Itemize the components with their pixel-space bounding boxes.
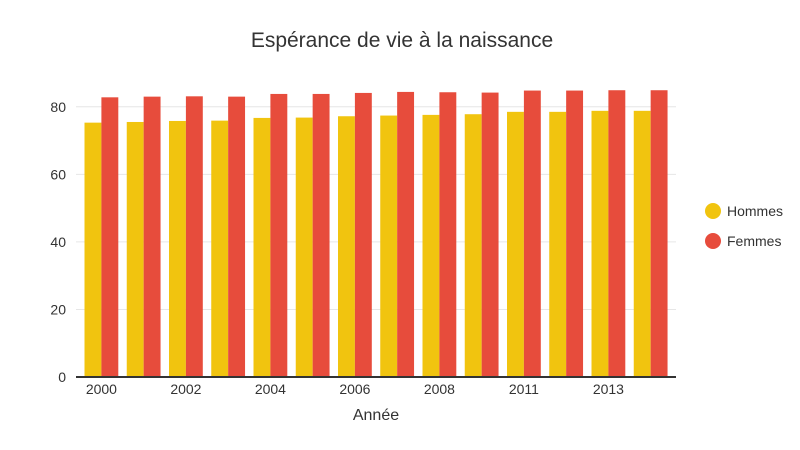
x-tick-label: 2006 (339, 381, 370, 397)
bar-femmes-2010[interactable] (523, 90, 541, 377)
bar-femmes-2003[interactable] (228, 96, 246, 377)
bar-hommes-2008[interactable] (422, 114, 440, 377)
x-tick-label: 2002 (170, 381, 201, 397)
bar-hommes-2013[interactable] (633, 110, 651, 377)
bar-femmes-2012[interactable] (608, 90, 626, 377)
bar-hommes-2005[interactable] (295, 117, 313, 377)
x-axis-title: Année (353, 407, 399, 424)
legend: Hommes Femmes (705, 203, 783, 249)
legend-label-femmes: Femmes (727, 233, 781, 249)
bar-hommes-2011[interactable] (549, 111, 567, 377)
bar-femmes-2000[interactable] (101, 97, 119, 377)
bar-femmes-2004[interactable] (270, 93, 288, 377)
bar-hommes-2002[interactable] (169, 120, 186, 378)
bar-femmes-2008[interactable] (439, 92, 457, 377)
y-tick-label: 60 (50, 166, 66, 182)
x-tick-label: 2011 (509, 381, 539, 397)
bar-femmes-2013[interactable] (650, 90, 668, 377)
y-tick-label: 20 (50, 301, 66, 317)
legend-label-hommes: Hommes (727, 203, 783, 219)
grid-lines (76, 106, 676, 310)
x-tick-label: 2013 (593, 381, 624, 397)
bar-femmes-2002[interactable] (185, 96, 203, 377)
y-tick-label: 0 (58, 369, 66, 385)
bars (84, 90, 668, 378)
y-tick-label: 40 (50, 234, 66, 250)
chart-title: Espérance de vie à la naissance (251, 29, 553, 52)
bar-hommes-2007[interactable] (380, 115, 398, 377)
x-tick-label: 2004 (255, 381, 286, 397)
bar-femmes-2011[interactable] (566, 90, 584, 377)
bar-femmes-2006[interactable] (354, 92, 372, 378)
y-axis-ticks: 0 20 40 60 80 (50, 99, 66, 385)
x-tick-label: 2000 (86, 381, 117, 397)
bar-hommes-2009[interactable] (464, 114, 482, 378)
bar-hommes-2003[interactable] (211, 120, 229, 377)
bar-femmes-2009[interactable] (481, 92, 499, 377)
x-axis-ticks: 2000 2002 2004 2006 2008 2011 2013 (86, 381, 624, 397)
y-tick-label: 80 (50, 99, 66, 115)
legend-item-hommes[interactable]: Hommes (705, 203, 783, 219)
bar-hommes-2012[interactable] (591, 110, 609, 377)
bar-femmes-2007[interactable] (397, 91, 415, 378)
bar-hommes-2010[interactable] (507, 111, 524, 377)
legend-marker-hommes (705, 203, 721, 219)
bar-femmes-2005[interactable] (312, 93, 330, 377)
bar-hommes-2006[interactable] (338, 116, 355, 378)
legend-item-femmes[interactable]: Femmes (705, 233, 781, 249)
bar-hommes-2000[interactable] (84, 122, 102, 378)
legend-marker-femmes (705, 233, 721, 249)
bar-femmes-2001[interactable] (143, 96, 161, 377)
bar-hommes-2004[interactable] (253, 117, 271, 378)
bar-hommes-2001[interactable] (126, 121, 144, 377)
x-tick-label: 2008 (424, 381, 455, 397)
